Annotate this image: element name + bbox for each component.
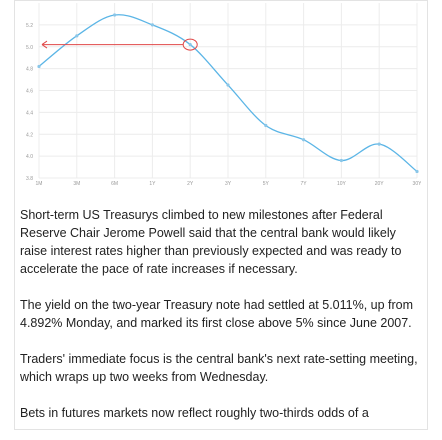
x-tick-label: 7Y — [301, 181, 308, 187]
yield-curve-chart: 3.8 4.0 4.2 4.4 4.6 4.8 5.0 5.2 1M 3M 6M 1Y 2Y 3Y 5Y 7Y… — [21, 1, 421, 191]
y-tick-label: 4.0 — [26, 154, 33, 160]
data-point — [75, 34, 79, 38]
data-point — [377, 142, 381, 146]
x-tick-label: 1Y — [149, 181, 156, 187]
x-tick-label: 6M — [111, 181, 118, 187]
data-point — [339, 158, 343, 163]
x-tick-label: 3Y — [225, 181, 232, 187]
x-tick-label: 3M — [73, 181, 80, 187]
article-paragraph-4: Bets in futures markets now reflect roug… — [20, 406, 369, 420]
y-tick-label: 3.8 — [26, 176, 33, 182]
x-tick-label: 20Y — [375, 181, 385, 187]
data-point — [302, 138, 306, 142]
data-point — [150, 23, 154, 27]
x-tick-label: 10Y — [337, 181, 347, 187]
chart-svg: 3.8 4.0 4.2 4.4 4.6 4.8 5.0 5.2 1M 3M 6M 1Y 2Y 3Y 5Y 7Y… — [26, 3, 421, 187]
y-tick-label: 4.4 — [26, 110, 33, 116]
data-point — [188, 42, 192, 47]
y-tick-label: 4.2 — [26, 132, 33, 138]
article-paragraph-2: The yield on the two-year Treasury note … — [20, 298, 414, 330]
article-paragraph-3: Traders' immediate focus is the central … — [20, 352, 418, 384]
annotation-arrowhead — [41, 40, 48, 49]
data-point — [113, 13, 117, 17]
x-tick-label: 1M — [36, 181, 43, 187]
post-card: 3.8 4.0 4.2 4.4 4.6 4.8 5.0 5.2 1M 3M 6M 1Y 2Y 3Y 5Y 7Y… — [14, 0, 428, 430]
x-tick-label: 30Y — [413, 181, 421, 187]
x-tick-label: 2Y — [187, 181, 194, 187]
article-body: Short-term US Treasurys climbed to new m… — [20, 206, 420, 440]
data-point — [37, 64, 41, 69]
data-point — [226, 83, 230, 87]
article-paragraph-1: Short-term US Treasurys climbed to new m… — [20, 208, 402, 276]
y-tick-label: 5.0 — [26, 45, 33, 51]
data-point — [264, 123, 268, 128]
data-point — [415, 169, 419, 174]
x-tick-label: 5Y — [263, 181, 270, 187]
y-tick-label: 4.8 — [26, 67, 33, 73]
y-tick-label: 5.2 — [26, 23, 33, 29]
y-tick-label: 4.6 — [26, 89, 33, 95]
